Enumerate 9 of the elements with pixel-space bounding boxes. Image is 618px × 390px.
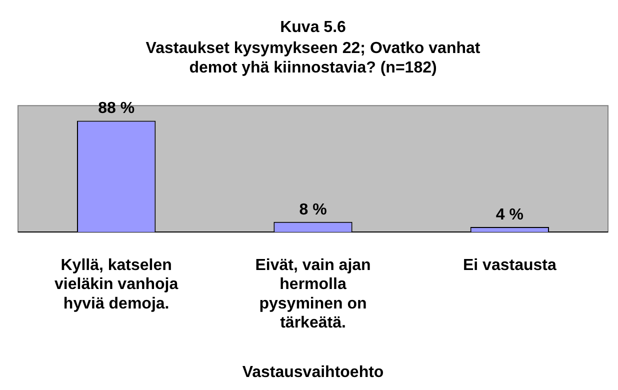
chart-subtitle: Vastaukset kysymykseen 22; Ovatko vanhat demot yhä kiinnostavia? (n=182) <box>146 40 481 76</box>
data-label: 88 % <box>98 100 135 118</box>
x-tick-label: Ei vastausta <box>462 257 556 274</box>
x-axis-title: Vastausvaihtoehto <box>242 364 384 381</box>
x-tick-label: Kyllä, katselen vieläkin vanhoja hyviä demoja. <box>54 257 178 312</box>
data-label: 8 % <box>299 201 327 218</box>
x-tick-label: Eivät, vain ajan hermolla pysyminen on tärkeätä. <box>255 257 371 332</box>
chart-title: Kuva 5.6 <box>280 19 346 36</box>
data-label: 4 % <box>496 206 524 224</box>
